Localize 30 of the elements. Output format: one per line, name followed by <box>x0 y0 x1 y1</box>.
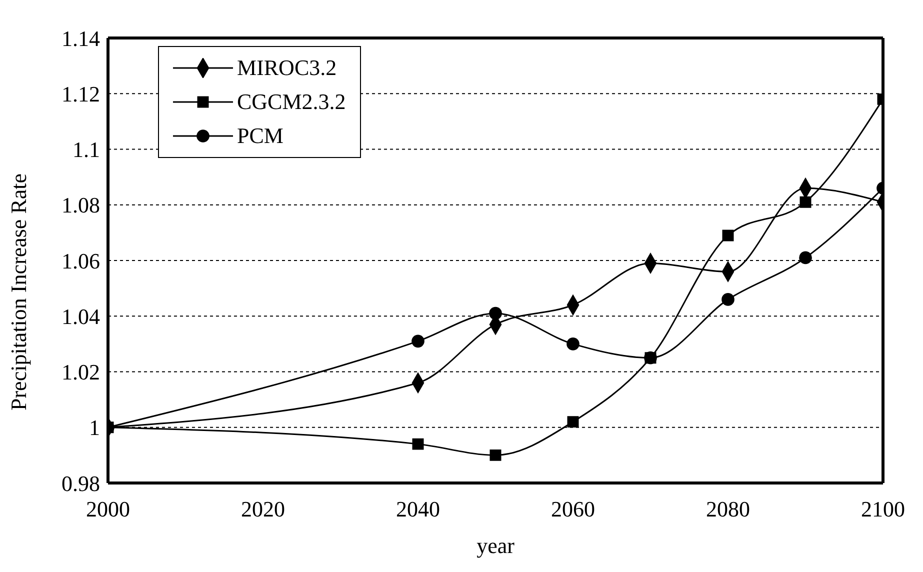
legend-label: CGCM2.3.2 <box>237 89 346 115</box>
x-tick-label: 2100 <box>861 496 905 522</box>
y-tick-label: 0.98 <box>62 470 100 496</box>
y-tick-label: 1.1 <box>72 137 100 162</box>
point <box>722 230 734 242</box>
point <box>412 334 424 348</box>
point <box>490 449 502 461</box>
x-tick-label: 2020 <box>241 496 285 522</box>
y-tick-label: 1.06 <box>62 248 100 274</box>
x-axis-title: year <box>476 533 516 558</box>
point <box>412 438 424 450</box>
y-tick-label: 1.14 <box>62 26 100 51</box>
x-tick-label: 2060 <box>551 496 595 522</box>
y-axis-title: Precipitation Increase Rate <box>6 173 31 410</box>
point <box>800 196 812 208</box>
y-tick-label: 1.08 <box>62 192 100 218</box>
y-tick-label: 1.12 <box>62 81 100 106</box>
legend-label: PCM <box>237 123 284 149</box>
point <box>567 416 579 428</box>
point <box>799 251 812 264</box>
legend-label: MIROC3.2 <box>237 55 337 81</box>
point <box>722 293 734 306</box>
x-tick-label: 2000 <box>86 496 130 522</box>
y-tick-label: 1.02 <box>62 360 100 385</box>
x-tick-label: 2080 <box>706 496 750 522</box>
point <box>489 306 502 320</box>
y-tick-label: 1.04 <box>62 304 100 329</box>
x-tick-label: 2040 <box>396 496 440 522</box>
point <box>566 338 580 350</box>
y-tick-label: 1 <box>89 415 100 440</box>
